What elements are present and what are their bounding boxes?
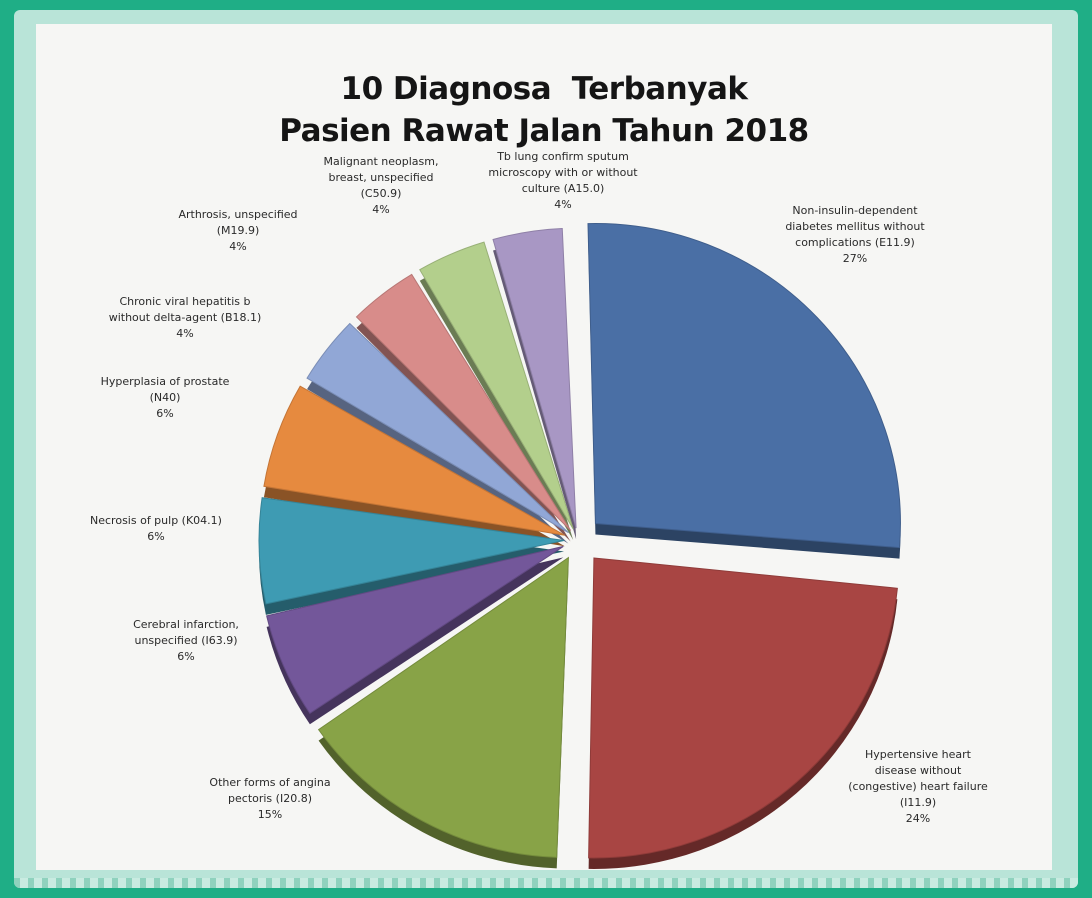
pie-slice-7 bbox=[355, 273, 572, 531]
slice-label-5: Hyperplasia of prostate (N40) 6% bbox=[101, 375, 230, 420]
slice-label-line: (I11.9) bbox=[900, 796, 936, 809]
slice-label-3: Cerebral infarction, unspecified (I63.9) 6… bbox=[133, 618, 239, 663]
slice-label-line: Malignant neoplasm, bbox=[323, 155, 438, 168]
slice-label-6: Chronic viral hepatitis b without delta-a… bbox=[109, 295, 262, 340]
pie-slice-4 bbox=[258, 497, 565, 605]
slice-label-line: pectoris (I20.8) bbox=[228, 792, 312, 805]
slice-label-7: Arthrosis, unspecified (M19.9) 4% bbox=[178, 208, 297, 253]
slice-label-line: (congestive) heart failure bbox=[848, 780, 988, 793]
slice-value-label: 6% bbox=[156, 407, 173, 420]
slice-value-label: 6% bbox=[177, 650, 194, 663]
slice-label-1: Hypertensive heart disease without (conges… bbox=[848, 748, 988, 825]
chart-title-line-2: Pasien Rawat Jalan Tahun 2018 bbox=[279, 113, 809, 149]
slice-label-line: microscopy with or without bbox=[488, 166, 638, 179]
slice-label-line: Hyperplasia of prostate bbox=[101, 375, 230, 388]
slice-label-line: Non-insulin-dependent bbox=[792, 204, 918, 217]
slice-value-label: 4% bbox=[554, 198, 571, 211]
slice-value-label: 15% bbox=[258, 808, 282, 821]
slice-label-line: (M19.9) bbox=[217, 224, 260, 237]
slice-label-line: without delta-agent (B18.1) bbox=[109, 311, 262, 324]
slice-label-line: Tb lung confirm sputum bbox=[496, 150, 629, 163]
slice-label-line: unspecified (I63.9) bbox=[134, 634, 237, 647]
slice-value-label: 4% bbox=[176, 327, 193, 340]
slice-label-line: Hypertensive heart bbox=[865, 748, 972, 761]
pie-slice-6 bbox=[306, 322, 569, 534]
slice-label-9: Tb lung confirm sputum microscopy with or… bbox=[488, 150, 638, 211]
slice-label-line: disease without bbox=[875, 764, 962, 777]
slice-value-label: 24% bbox=[906, 812, 930, 825]
pie-slice-8 bbox=[419, 241, 574, 530]
slice-label-line: (N40) bbox=[150, 391, 181, 404]
slice-label-line: Arthrosis, unspecified bbox=[178, 208, 297, 221]
slice-label-2: Other forms of angina pectoris (I20.8) 15% bbox=[209, 776, 330, 821]
slice-value-label: 27% bbox=[843, 252, 867, 265]
pie-slice-5 bbox=[263, 385, 566, 536]
pie-slice-9 bbox=[492, 227, 577, 529]
slice-label-8: Malignant neoplasm, breast, unspecified (C… bbox=[323, 155, 438, 216]
slice-label-4: Necrosis of pulp (K04.1) 6% bbox=[90, 514, 222, 543]
slice-value-label: 6% bbox=[147, 530, 164, 543]
pie-slice-2 bbox=[317, 556, 569, 858]
slice-label-line: (C50.9) bbox=[361, 187, 402, 200]
slice-value-label: 4% bbox=[372, 203, 389, 216]
slice-label-line: complications (E11.9) bbox=[795, 236, 915, 249]
slice-label-line: breast, unspecified bbox=[328, 171, 433, 184]
slice-label-line: Chronic viral hepatitis b bbox=[119, 295, 250, 308]
slice-value-label: 4% bbox=[229, 240, 246, 253]
pie-slice-0 bbox=[587, 223, 901, 549]
chart-title-line-1: 10 Diagnosa Terbanyak bbox=[340, 71, 749, 107]
chart-title: 10 Diagnosa Terbanyak Pasien Rawat Jalan… bbox=[36, 68, 1052, 152]
slice-label-line: diabetes mellitus without bbox=[785, 220, 925, 233]
slice-label-line: Other forms of angina bbox=[209, 776, 330, 789]
pie-slice-3 bbox=[266, 545, 564, 714]
pie-slice-1 bbox=[588, 557, 898, 859]
slice-label-line: culture (A15.0) bbox=[522, 182, 605, 195]
slice-label-0: Non-insulin-dependent diabetes mellitus w… bbox=[785, 204, 925, 265]
slice-label-line: Cerebral infarction, bbox=[133, 618, 239, 631]
slice-label-line: Necrosis of pulp (K04.1) bbox=[90, 514, 222, 527]
